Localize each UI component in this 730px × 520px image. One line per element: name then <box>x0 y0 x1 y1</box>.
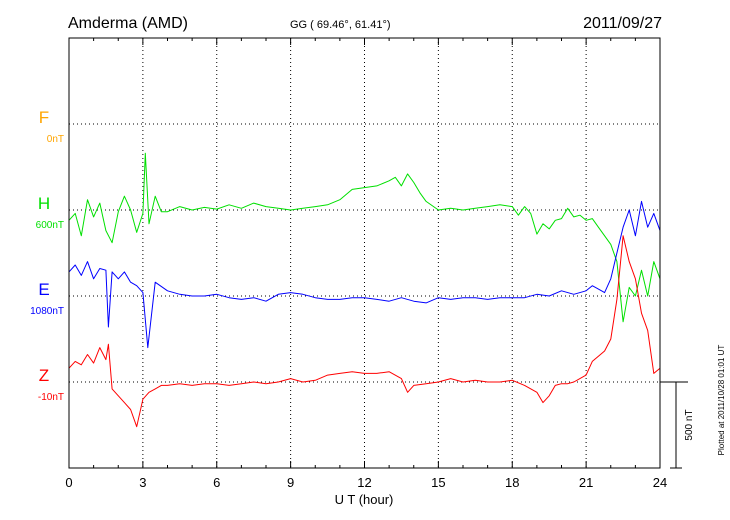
date-label: 2011/09/27 <box>583 15 662 32</box>
component-name-Z: Z <box>39 366 49 385</box>
x-tick-label: 21 <box>579 475 593 490</box>
component-name-H: H <box>38 194 50 213</box>
series-lines <box>68 152 661 428</box>
x-axis-label: U T (hour) <box>335 492 394 507</box>
scale-bar: 500 nT <box>660 381 695 469</box>
x-tick-label: 0 <box>65 475 72 490</box>
x-tick-label: 24 <box>653 475 667 490</box>
component-offset-Z: -10nT <box>38 392 64 403</box>
x-tick-label: 3 <box>139 475 146 490</box>
component-offset-H: 600nT <box>36 220 64 231</box>
series-line-Z <box>68 235 661 428</box>
x-tick-label: 6 <box>213 475 220 490</box>
component-labels: F 0nT H 600nT E 1080nT Z -10nT <box>30 108 64 403</box>
x-ticks: 0 3 6 9 12 15 18 21 24 <box>65 38 667 490</box>
station-title: Amderma (AMD) <box>68 15 188 32</box>
x-tick-label: 18 <box>505 475 519 490</box>
component-offset-F: 0nT <box>47 134 64 145</box>
station-coords: GG ( 69.46°, 61.41°) <box>290 19 391 31</box>
component-name-F: F <box>39 108 49 127</box>
component-offset-E: 1080nT <box>30 306 64 317</box>
series-line-H <box>68 152 661 323</box>
x-tick-label: 12 <box>357 475 371 490</box>
grid <box>69 38 660 468</box>
component-name-E: E <box>38 280 49 299</box>
x-tick-label: 9 <box>287 475 294 490</box>
scale-label: 500 nT <box>684 409 695 440</box>
plotted-at-note: Plotted at 2011/10/28 01:01 UT <box>717 345 726 456</box>
series-line-E <box>68 200 661 349</box>
x-tick-label: 15 <box>431 475 445 490</box>
